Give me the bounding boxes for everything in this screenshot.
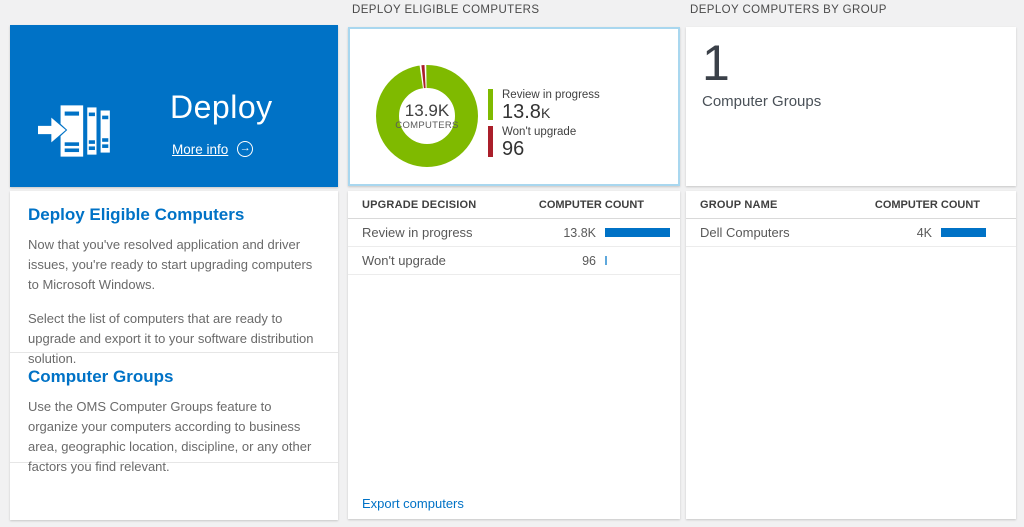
table-row-wont-upgrade[interactable]: Won't upgrade 96 xyxy=(348,247,680,275)
legend-swatch-green xyxy=(488,89,493,120)
section-paragraph: Use the OMS Computer Groups feature to o… xyxy=(28,399,312,474)
legend-swatch-red xyxy=(488,126,493,157)
row-label: Won't upgrade xyxy=(362,253,446,268)
section-heading: Deploy Eligible Computers xyxy=(28,205,245,224)
donut-total-label: COMPUTERS xyxy=(395,120,459,131)
deploy-tile-title: Deploy xyxy=(170,89,273,125)
section-deploy-eligible-computers: Deploy Eligible Computers Now that you'v… xyxy=(10,191,338,366)
description-panel: Deploy Eligible Computers Now that you'v… xyxy=(10,191,338,520)
deploy-icon xyxy=(38,105,110,157)
more-info-link[interactable]: More info → xyxy=(172,141,254,157)
table-row-review-in-progress[interactable]: Review in progress 13.8K xyxy=(348,219,680,247)
legend-value: 96 xyxy=(502,138,525,160)
eligible-computers-donut-tile[interactable]: 13.9K COMPUTERS Review in progress 13.8K… xyxy=(348,27,680,186)
row-bar xyxy=(605,256,680,265)
row-label: Review in progress xyxy=(362,225,473,240)
row-value: 96 xyxy=(582,253,596,268)
group-name-table: GROUP NAME COMPUTER COUNT Dell Computers… xyxy=(686,191,1016,519)
column-header-computer-count: COMPUTER COUNT xyxy=(874,198,980,211)
export-computers-link[interactable]: Export computers xyxy=(362,496,464,511)
row-bar xyxy=(605,228,680,237)
column-header-group-name: GROUP NAME xyxy=(700,198,778,211)
left-column: Deploy More info → Deploy Eligible Compu… xyxy=(10,0,338,527)
column-header-computer-count: COMPUTER COUNT xyxy=(538,198,644,211)
row-bar xyxy=(941,228,1016,237)
donut-total-value: 13.9K xyxy=(404,101,450,120)
bar-fill xyxy=(941,228,986,237)
deploy-tile[interactable]: Deploy More info → xyxy=(10,25,338,187)
section-computer-groups: Computer Groups Use the OMS Computer Gro… xyxy=(10,353,338,474)
upgrade-decision-table: UPGRADE DECISION COMPUTER COUNT Review i… xyxy=(348,191,680,519)
deploy-computers-by-group-column: DEPLOY COMPUTERS BY GROUP 1 Computer Gro… xyxy=(686,0,1016,527)
arrow-right-circle-icon[interactable]: → xyxy=(237,141,254,157)
column-header-deploy-eligible-computers: DEPLOY ELIGIBLE COMPUTERS xyxy=(352,4,540,16)
table-row-dell-computers[interactable]: Dell Computers 4K xyxy=(686,219,1016,247)
section-paragraph: Select the list of computers that are re… xyxy=(28,311,314,366)
computer-groups-label: Computer Groups xyxy=(702,93,822,110)
column-header-deploy-computers-by-group: DEPLOY COMPUTERS BY GROUP xyxy=(690,4,887,16)
legend-label: Review in progress xyxy=(502,89,600,101)
donut-legend: Review in progress 13.8K Won't upgrade 9… xyxy=(488,89,600,163)
more-info-label[interactable]: More info xyxy=(172,141,229,157)
table-header-row: GROUP NAME COMPUTER COUNT xyxy=(686,191,1016,219)
computer-groups-count: 1 xyxy=(702,35,730,91)
row-label: Dell Computers xyxy=(700,225,790,240)
section-heading: Computer Groups xyxy=(28,367,174,386)
legend-value: 13.8K xyxy=(502,101,551,123)
legend-item-review-in-progress: Review in progress 13.8K xyxy=(488,89,600,123)
donut-center-text: 13.9K COMPUTERS xyxy=(372,61,482,171)
table-header-row: UPGRADE DECISION COMPUTER COUNT xyxy=(348,191,680,219)
legend-label: Won't upgrade xyxy=(502,126,577,138)
deploy-eligible-computers-column: DEPLOY ELIGIBLE COMPUTERS 13.9K COMPUTER… xyxy=(348,0,680,527)
computer-groups-summary-tile[interactable]: 1 Computer Groups xyxy=(686,27,1016,186)
bar-fill xyxy=(605,228,671,237)
donut-green-arc xyxy=(376,65,478,167)
donut-chart: 13.9K COMPUTERS xyxy=(372,61,482,171)
column-header-upgrade-decision: UPGRADE DECISION xyxy=(362,198,477,211)
row-value: 4K xyxy=(916,225,932,240)
bar-fill xyxy=(605,256,608,265)
section-paragraph: Now that you've resolved application and… xyxy=(28,237,313,292)
row-value: 13.8K xyxy=(563,225,596,240)
legend-item-wont-upgrade: Won't upgrade 96 xyxy=(488,126,600,160)
